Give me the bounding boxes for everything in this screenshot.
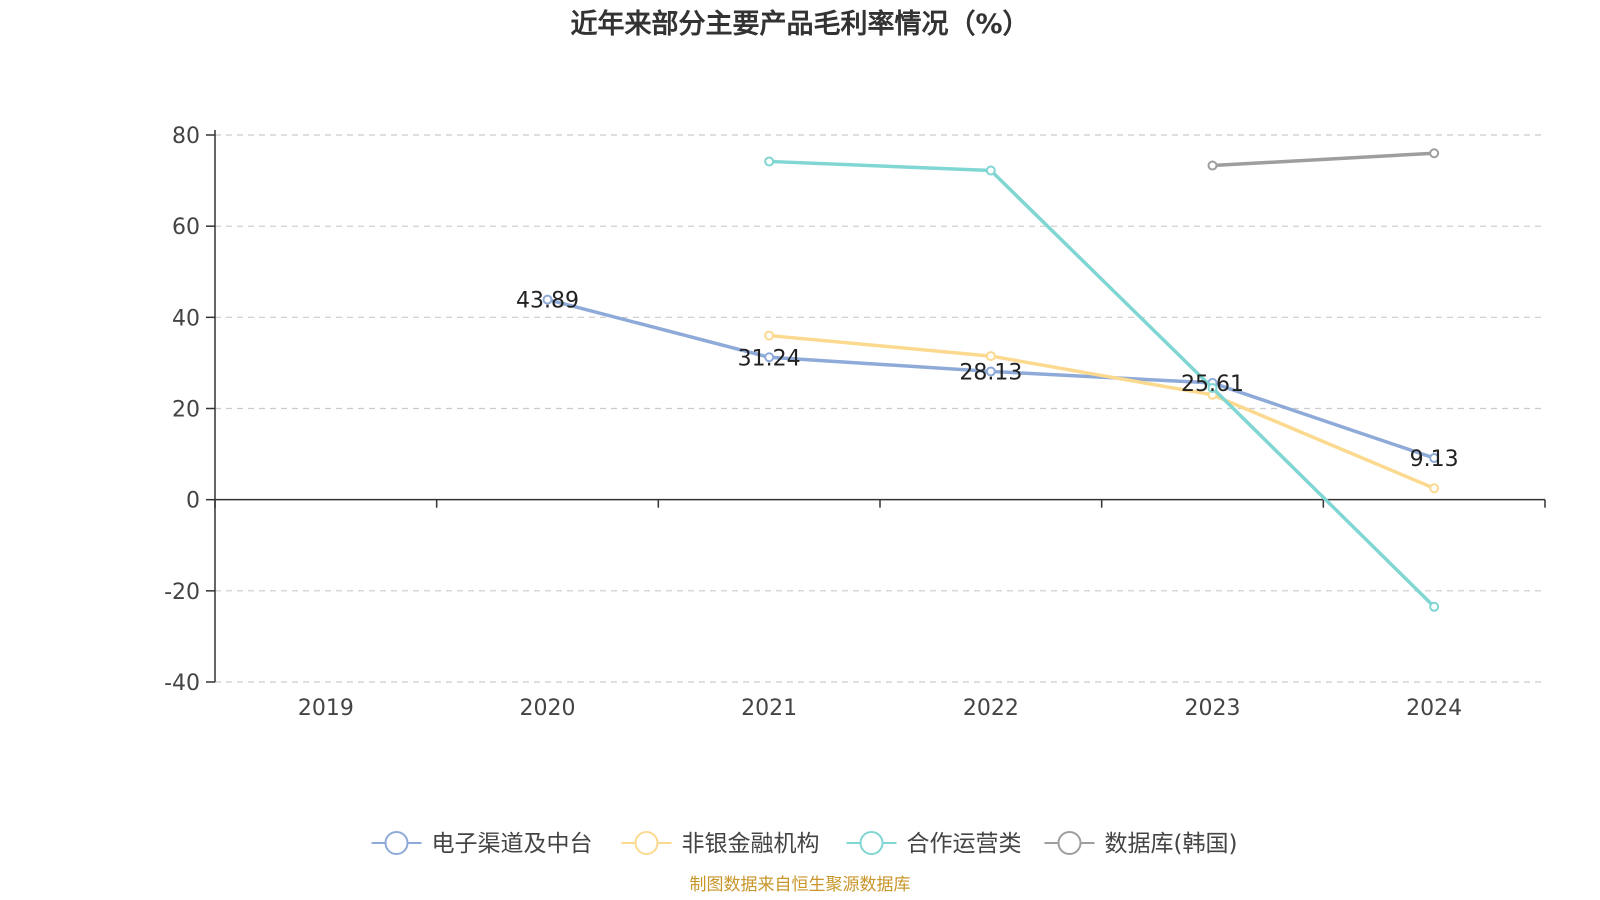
- series-line: [769, 333, 1435, 490]
- data-point: [1429, 453, 1440, 464]
- x-tick-label: 2022: [963, 696, 1019, 721]
- x-tick-label: 2020: [520, 696, 576, 721]
- data-point: [985, 351, 996, 362]
- data-label: 31.24: [738, 346, 801, 371]
- legend-label: 电子渠道及中台: [432, 831, 593, 857]
- x-tick-label: 2021: [741, 696, 797, 721]
- data-point: [1429, 148, 1440, 159]
- legend-item-4[interactable]: 数据库(韩国): [1044, 831, 1238, 857]
- legend-label: 合作运营类: [907, 831, 1022, 857]
- legend-marker: [859, 831, 884, 855]
- data-point: [985, 165, 996, 176]
- data-label: 9.13: [1410, 447, 1459, 472]
- legend-label: 非银金融机构: [682, 831, 820, 857]
- data-label: 43.89: [516, 289, 579, 314]
- legend-item-1[interactable]: 电子渠道及中台: [371, 831, 593, 857]
- data-point: [1429, 601, 1440, 612]
- data-point: [1207, 382, 1218, 393]
- series-4: [1207, 148, 1440, 171]
- x-tick-label: 2024: [1406, 696, 1462, 721]
- data-point: [985, 366, 996, 377]
- y-tick-label: 60: [172, 215, 200, 240]
- legend-item-3[interactable]: 合作运营类: [846, 831, 1022, 857]
- axes: -40 -20 0 20 40 60 80 2019 2020 2021 2022 2023 2024: [164, 124, 1546, 721]
- data-label: 25.61: [1181, 372, 1244, 397]
- series-2: [764, 330, 1440, 494]
- data-point: [764, 352, 775, 363]
- data-point: [1429, 483, 1440, 494]
- y-tick-label: 80: [172, 124, 200, 149]
- legend-marker: [634, 831, 659, 855]
- data-labels: 43.89 31.24 28.13 25.61 9.13: [516, 289, 1459, 472]
- series-3: [764, 156, 1440, 612]
- series-1: [542, 294, 1440, 464]
- legend[interactable]: 电子渠道及中台 非银金融机构 合作运营类 数据库(韩国): [371, 831, 1238, 857]
- y-tick-label: -40: [164, 671, 200, 696]
- y-tick-label: 40: [172, 306, 200, 331]
- data-point: [764, 330, 775, 341]
- data-point: [764, 156, 775, 167]
- data-label: 28.13: [959, 360, 1022, 385]
- y-tick-label: -20: [164, 580, 200, 605]
- series-group: [542, 148, 1440, 612]
- y-tick-label: 0: [186, 489, 200, 514]
- legend-item-2[interactable]: 非银金融机构: [621, 831, 820, 857]
- series-line: [1212, 151, 1435, 168]
- data-point: [542, 294, 553, 305]
- chart-title: 近年来部分主要产品毛利率情况（%）: [570, 8, 1029, 40]
- legend-label: 数据库(韩国): [1105, 831, 1238, 857]
- legend-marker: [1057, 831, 1082, 855]
- source-note: 制图数据来自恒生聚源数据库: [690, 875, 911, 895]
- series-line: [769, 159, 1436, 609]
- x-tick-label: 2023: [1185, 696, 1241, 721]
- x-tick-label: 2019: [298, 696, 354, 721]
- legend-marker: [384, 831, 409, 855]
- grid-lines: [215, 134, 1545, 683]
- data-point: [1207, 160, 1218, 171]
- y-tick-label: 20: [172, 398, 200, 423]
